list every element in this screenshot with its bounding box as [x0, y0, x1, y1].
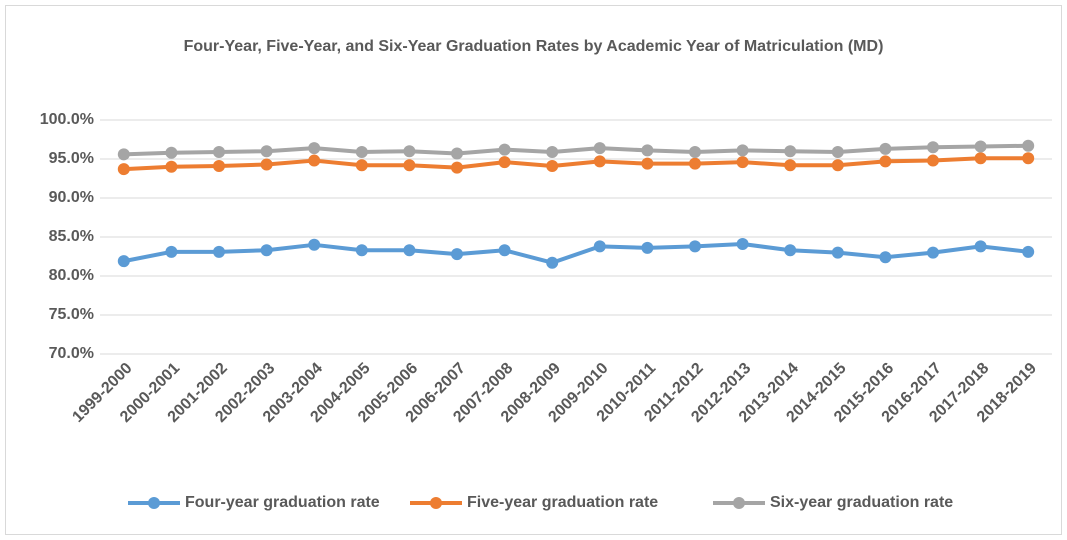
- y-tick-label: 90.0%: [49, 189, 94, 206]
- data-point: [260, 244, 273, 257]
- chart-border: [5, 5, 1062, 535]
- data-point: [831, 246, 844, 259]
- data-point: [641, 241, 654, 254]
- legend-marker: [430, 497, 442, 509]
- data-point: [689, 157, 701, 170]
- data-point: [784, 244, 797, 257]
- data-point: [260, 158, 273, 171]
- data-point: [451, 147, 463, 160]
- data-point: [355, 159, 368, 172]
- data-point: [308, 142, 321, 155]
- data-point: [451, 248, 463, 261]
- data-point: [974, 152, 987, 165]
- data-point: [1022, 245, 1035, 258]
- data-point: [308, 154, 321, 167]
- data-point: [689, 240, 701, 253]
- data-point: [355, 244, 368, 257]
- chart-title: Four-Year, Five-Year, and Six-Year Gradu…: [183, 38, 884, 55]
- data-point: [213, 160, 225, 173]
- data-point: [593, 240, 606, 253]
- data-point: [974, 140, 987, 153]
- data-point: [927, 246, 939, 259]
- data-point: [403, 145, 416, 158]
- data-point: [831, 159, 844, 172]
- data-point: [736, 156, 749, 169]
- data-point: [165, 146, 178, 159]
- legend-label: Five-year graduation rate: [467, 494, 658, 511]
- legend-label: Four-year graduation rate: [185, 494, 380, 511]
- series-line: [123, 156, 1029, 172]
- data-point: [784, 145, 797, 158]
- data-point: [593, 155, 606, 168]
- data-point: [213, 245, 225, 258]
- data-point: [879, 142, 892, 155]
- data-point: [879, 251, 892, 264]
- data-point: [498, 143, 511, 156]
- y-tick-label: 80.0%: [49, 267, 94, 284]
- data-point: [546, 160, 559, 173]
- data-point: [403, 159, 416, 172]
- data-point: [498, 244, 511, 257]
- data-point: [117, 255, 130, 268]
- data-point: [213, 145, 225, 158]
- y-tick-label: 100.0%: [40, 111, 94, 128]
- data-point: [927, 141, 939, 154]
- legend-label: Six-year graduation rate: [770, 494, 953, 511]
- data-point: [117, 163, 130, 176]
- y-tick-label: 95.0%: [49, 150, 94, 167]
- data-point: [117, 148, 130, 161]
- series-line: [123, 242, 1029, 265]
- data-point: [260, 145, 273, 158]
- data-point: [451, 161, 463, 174]
- series-line: [123, 143, 1029, 157]
- data-point: [403, 244, 416, 257]
- data-point: [165, 245, 178, 258]
- data-point: [1022, 139, 1035, 152]
- data-point: [593, 142, 606, 155]
- legend-marker: [148, 497, 160, 509]
- data-point: [879, 155, 892, 168]
- data-point: [689, 145, 701, 158]
- data-point: [1022, 152, 1035, 165]
- legend-marker: [733, 497, 745, 509]
- data-point: [641, 144, 654, 157]
- data-point: [784, 159, 797, 172]
- data-point: [546, 145, 559, 158]
- data-point: [546, 256, 559, 269]
- data-point: [498, 156, 511, 169]
- data-point: [736, 238, 749, 251]
- data-point: [736, 144, 749, 157]
- y-tick-label: 75.0%: [49, 306, 94, 323]
- data-point: [165, 160, 178, 173]
- y-tick-label: 70.0%: [49, 345, 94, 362]
- data-point: [974, 240, 987, 253]
- data-point: [355, 145, 368, 158]
- data-point: [641, 157, 654, 170]
- y-tick-label: 85.0%: [49, 228, 94, 245]
- data-point: [308, 238, 321, 251]
- data-point: [927, 154, 939, 167]
- data-point: [831, 145, 844, 158]
